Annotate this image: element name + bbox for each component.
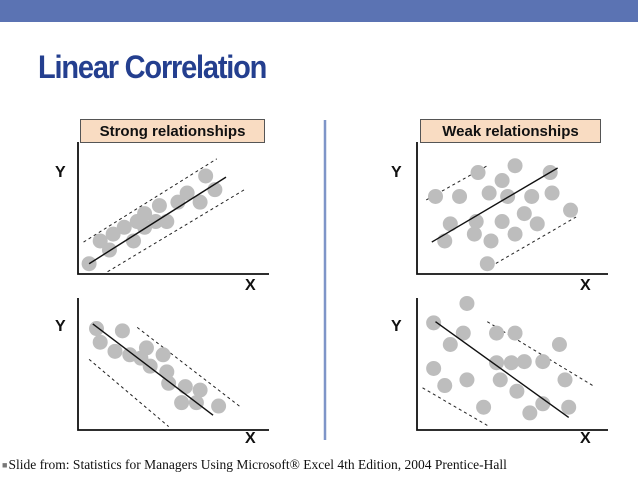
top-left-x-axis-label: X bbox=[245, 277, 256, 294]
top-left-point bbox=[137, 206, 153, 222]
bottom-left-point bbox=[114, 323, 130, 339]
top-right-point bbox=[452, 188, 468, 204]
bottom-right-band-line-0 bbox=[487, 321, 595, 388]
bottom-right-trend-line bbox=[435, 321, 570, 419]
bullet-icon: ■ bbox=[2, 460, 8, 470]
bottom-left-point bbox=[92, 334, 108, 350]
bottom-left-point bbox=[138, 340, 154, 356]
bottom-right-point bbox=[437, 378, 453, 394]
strong-relationships-label: Strong relationships bbox=[80, 119, 265, 143]
bottom-right-point bbox=[507, 325, 523, 341]
bottom-right-point bbox=[561, 399, 577, 415]
top-right-point bbox=[494, 173, 510, 189]
top-right-point bbox=[483, 233, 499, 249]
top-right-axes bbox=[416, 142, 608, 275]
top-right-point bbox=[437, 233, 453, 249]
top-left-band-line-1 bbox=[107, 189, 245, 273]
top-left-trend-line bbox=[88, 176, 227, 265]
top-left-point bbox=[151, 198, 167, 214]
top-left-point bbox=[192, 194, 208, 210]
top-right-point bbox=[481, 185, 497, 201]
bottom-right-point bbox=[426, 315, 442, 331]
top-right-point bbox=[442, 216, 458, 232]
top-left-y-axis-label: Y bbox=[55, 164, 66, 181]
bottom-right-point bbox=[551, 337, 567, 352]
bottom-right-band-line-1 bbox=[422, 387, 488, 426]
top-right-point bbox=[524, 188, 540, 204]
bottom-left-band-line-1 bbox=[88, 358, 169, 427]
bottom-left-point bbox=[107, 343, 123, 359]
bottom-right-point bbox=[476, 399, 492, 415]
bottom-right-point bbox=[489, 325, 505, 341]
bottom-right-point bbox=[516, 354, 532, 370]
top-left-point bbox=[116, 219, 132, 235]
bottom-right-point bbox=[442, 337, 458, 352]
top-right-point bbox=[479, 256, 495, 272]
bottom-left-x-axis-label: X bbox=[245, 430, 256, 447]
top-left-point bbox=[179, 185, 195, 201]
top-right-point bbox=[470, 165, 486, 181]
top-right-point bbox=[563, 202, 579, 218]
top-right-point bbox=[516, 206, 532, 222]
bottom-left-point bbox=[177, 379, 193, 395]
bottom-right-point bbox=[509, 383, 525, 399]
bottom-right-point bbox=[535, 396, 551, 412]
bottom-left-point bbox=[211, 398, 227, 414]
top-right-point bbox=[466, 226, 482, 242]
top-right-point bbox=[428, 188, 443, 204]
bottom-right-point bbox=[557, 372, 573, 388]
top-right-point bbox=[494, 214, 510, 230]
footnote-text: Slide from: Statistics for Managers Usin… bbox=[8, 457, 507, 472]
top-right-point bbox=[529, 216, 545, 232]
bottom-right-point bbox=[492, 372, 508, 388]
bottom-right-point bbox=[503, 355, 519, 371]
bottom-left-point bbox=[174, 395, 190, 411]
bottom-left-trend-line bbox=[92, 323, 214, 416]
top-banner bbox=[0, 0, 638, 22]
top-left-point bbox=[198, 168, 214, 184]
top-right-point bbox=[500, 188, 516, 204]
bottom-left-point bbox=[192, 382, 208, 398]
bottom-left-axes bbox=[77, 298, 269, 431]
slide-title: Linear Correlation bbox=[38, 50, 267, 86]
bottom-right-point bbox=[459, 372, 475, 388]
bottom-right-axes bbox=[416, 298, 608, 431]
top-left-point bbox=[92, 233, 108, 249]
bottom-right-point bbox=[459, 295, 475, 311]
top-left-point bbox=[105, 226, 121, 242]
bottom-left-point bbox=[155, 347, 171, 363]
bottom-right-point bbox=[426, 360, 442, 376]
footnote: ■Slide from: Statistics for Managers Usi… bbox=[2, 457, 507, 473]
bottom-right-point bbox=[522, 405, 538, 421]
weak-relationships-label: Weak relationships bbox=[420, 119, 601, 143]
bottom-right-y-axis-label: Y bbox=[391, 318, 402, 335]
top-right-point bbox=[507, 158, 523, 174]
bottom-left-point bbox=[159, 364, 175, 380]
bottom-right-x-axis-label: X bbox=[580, 430, 591, 447]
bottom-left-y-axis-label: Y bbox=[55, 318, 66, 335]
top-left-point bbox=[159, 214, 175, 230]
bottom-right-point bbox=[455, 325, 471, 341]
top-right-x-axis-label: X bbox=[580, 277, 591, 294]
top-right-y-axis-label: Y bbox=[391, 164, 402, 181]
top-right-point bbox=[507, 226, 523, 242]
bottom-right-point bbox=[535, 354, 551, 370]
top-right-trend-line bbox=[431, 167, 558, 243]
top-left-band-line-0 bbox=[83, 158, 218, 243]
bottom-left-point bbox=[89, 321, 104, 337]
bottom-left-band-line-0 bbox=[136, 327, 242, 408]
top-left-axes bbox=[77, 142, 269, 275]
bottom-right-point bbox=[489, 355, 505, 371]
top-right-point bbox=[544, 185, 560, 201]
